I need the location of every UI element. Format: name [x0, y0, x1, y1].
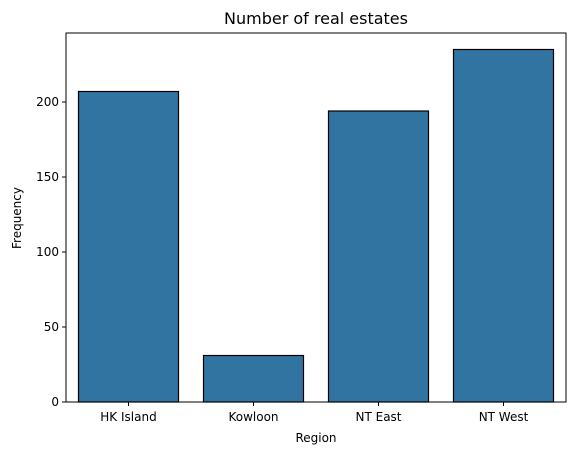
- bar-nt-west: [452, 48, 555, 403]
- x-tick-label: NT West: [479, 410, 529, 424]
- x-tick-label: Kowloon: [228, 410, 278, 424]
- chart-title: Number of real estates: [224, 9, 408, 28]
- plot-frame: [65, 32, 567, 403]
- x-tick-label: HK Island: [100, 410, 156, 424]
- y-tick-label: 0: [51, 395, 59, 409]
- y-tick-label: 200: [36, 95, 59, 109]
- x-axis-label: Region: [295, 431, 336, 445]
- y-tick-label: 100: [36, 245, 59, 259]
- x-tick-label: NT East: [355, 410, 401, 424]
- bar-kowloon: [202, 354, 305, 403]
- plot-area: HK Island Kowloon NT East NT West 0 50 100 150 2…: [36, 48, 555, 424]
- bar-hk-island: [77, 90, 180, 403]
- y-axis-label: Frequency: [10, 187, 24, 249]
- y-tick-label: 150: [36, 170, 59, 184]
- y-tick-label: 50: [44, 320, 59, 334]
- bar-nt-east: [327, 110, 430, 403]
